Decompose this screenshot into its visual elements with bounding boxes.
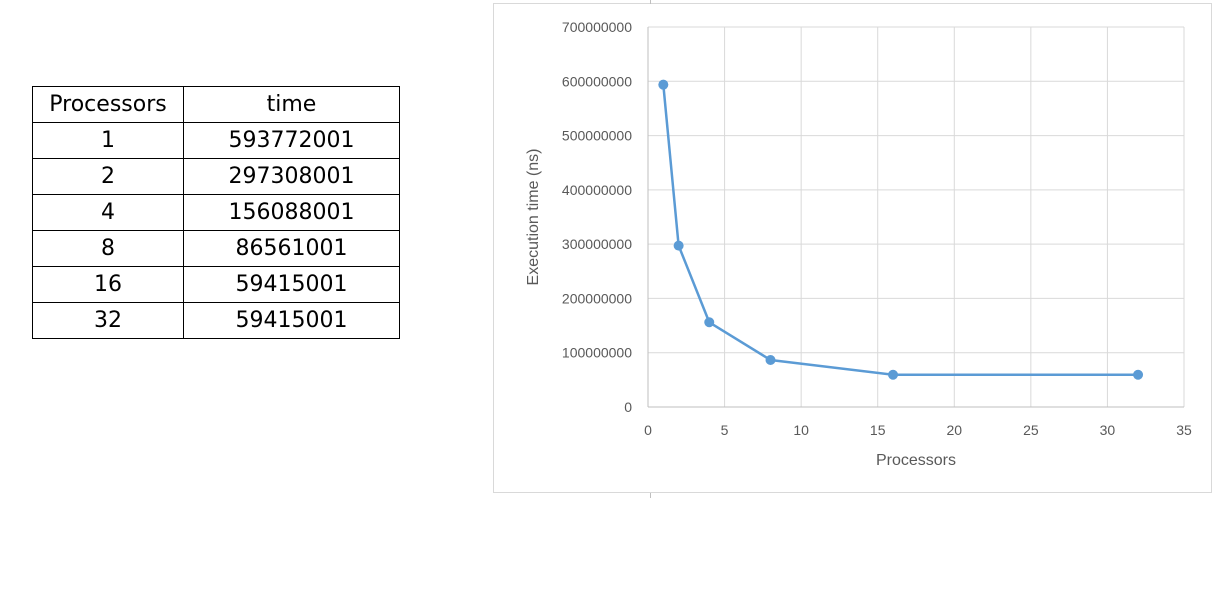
- x-tick-label: 5: [721, 422, 729, 438]
- data-point: [1133, 369, 1144, 380]
- column-header-processors: Processors: [32, 86, 184, 123]
- table-row: 2 297308001: [32, 158, 400, 195]
- column-header-time: time: [183, 86, 400, 123]
- y-tick-label: 700000000: [562, 19, 632, 35]
- table-cell-processors: 4: [32, 194, 184, 231]
- data-point: [704, 317, 715, 328]
- y-tick-label: 300000000: [562, 236, 632, 252]
- y-tick-label: 500000000: [562, 128, 632, 144]
- x-tick-label: 35: [1176, 422, 1192, 438]
- table-cell-time: 156088001: [183, 194, 400, 231]
- table-row: 8 86561001: [32, 230, 400, 267]
- table-cell-processors: 2: [32, 158, 184, 195]
- y-tick-label: 100000000: [562, 345, 632, 361]
- table-cell-processors: 1: [32, 122, 184, 159]
- y-tick-label: 200000000: [562, 290, 632, 306]
- table-cell-processors: 32: [32, 302, 184, 339]
- table-row: 1 593772001: [32, 122, 400, 159]
- table-cell-time: 297308001: [183, 158, 400, 195]
- table-row: 32 59415001: [32, 302, 400, 339]
- x-tick-label: 20: [946, 422, 962, 438]
- chart-svg: 0 100000000 200000000 300000000 400000000 500…: [525, 19, 1192, 469]
- table-row: 16 59415001: [32, 266, 400, 303]
- table-cell-time: 59415001: [183, 302, 400, 339]
- table-cell-time: 86561001: [183, 230, 400, 267]
- x-axis-title: Processors: [876, 452, 956, 469]
- chart-frame-tick-top: [650, 0, 651, 4]
- chart-frame-tick-bottom: [650, 493, 651, 498]
- y-tick-label: 400000000: [562, 182, 632, 198]
- table-row: 4 156088001: [32, 194, 400, 231]
- x-tick-label: 10: [793, 422, 809, 438]
- table-cell-processors: 16: [32, 266, 184, 303]
- chart-area[interactable]: 0 100000000 200000000 300000000 400000000 500…: [493, 3, 1212, 493]
- x-tick-label: 0: [644, 422, 652, 438]
- y-axis-title: Execution time (ns): [525, 149, 542, 286]
- table-header-row: Processors time: [32, 86, 400, 123]
- x-tick-label: 15: [870, 422, 886, 438]
- data-point: [658, 79, 669, 90]
- data-point: [888, 369, 899, 380]
- table-cell-time: 593772001: [183, 122, 400, 159]
- data-point: [673, 240, 684, 251]
- series-line: [662, 84, 1139, 376]
- y-tick-label: 600000000: [562, 73, 632, 89]
- x-tick-label: 25: [1023, 422, 1039, 438]
- table-cell-time: 59415001: [183, 266, 400, 303]
- x-tick-label: 30: [1100, 422, 1116, 438]
- data-point: [765, 355, 776, 366]
- y-tick-label: 0: [624, 399, 632, 415]
- table-cell-processors: 8: [32, 230, 184, 267]
- data-table: Processors time 1 593772001 2 297308001 …: [32, 86, 400, 339]
